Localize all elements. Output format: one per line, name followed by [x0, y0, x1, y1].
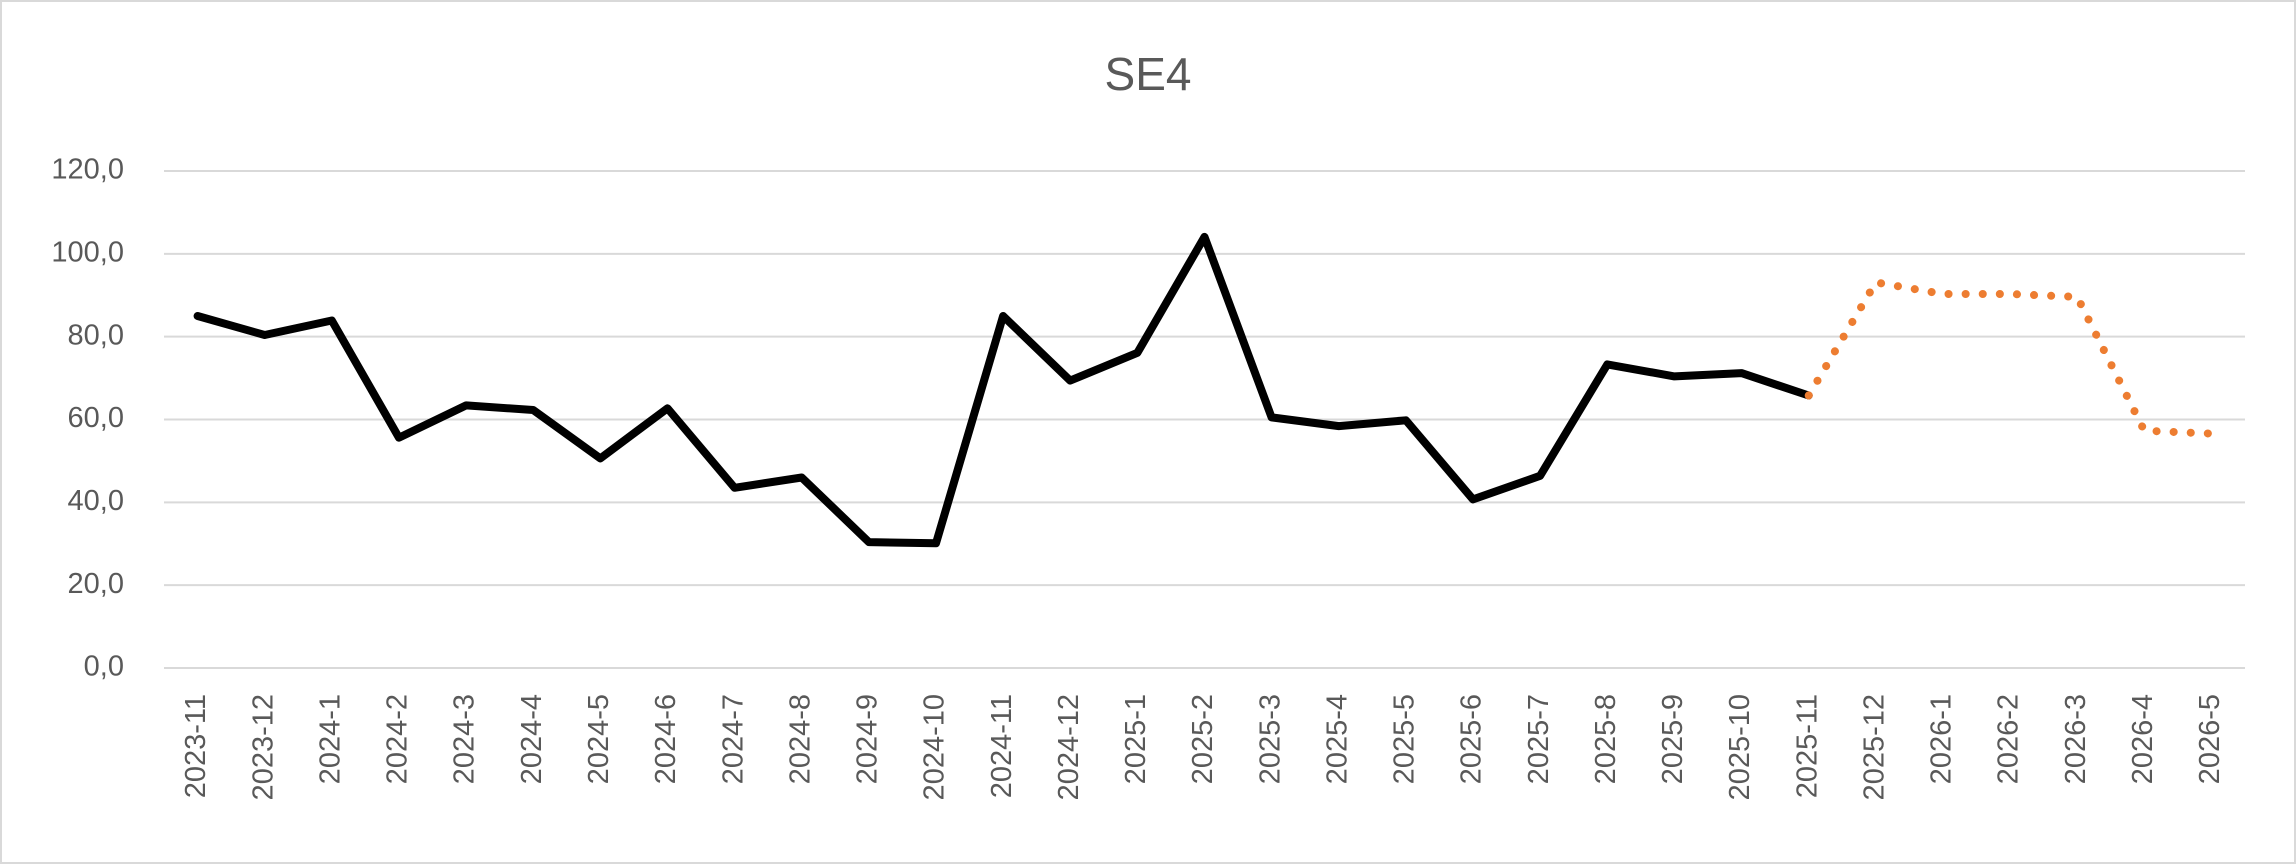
- x-tick-label: 2025-2: [1187, 694, 1219, 784]
- x-tick-label: 2024-10: [919, 694, 951, 800]
- x-tick-label: 2024-8: [784, 694, 816, 784]
- x-tick-label: 2025-10: [1724, 694, 1756, 800]
- x-tick-label: 2025-5: [1389, 694, 1421, 784]
- x-tick-label: 2024-4: [516, 694, 548, 784]
- chart-title: SE4: [1105, 48, 1192, 100]
- y-tick-label: 100,0: [51, 236, 124, 268]
- x-tick-label: 2023-12: [247, 694, 279, 800]
- x-tick-label: 2024-1: [314, 694, 346, 784]
- x-tick-label: 2025-4: [1321, 694, 1353, 784]
- y-tick-label: 20,0: [68, 568, 124, 600]
- x-tick-label: 2024-12: [1053, 694, 1085, 800]
- y-tick-label: 0,0: [84, 651, 124, 683]
- x-tick-label: 2025-12: [1858, 694, 1890, 800]
- x-tick-label: 2025-11: [1791, 694, 1823, 798]
- x-tick-label: 2025-8: [1590, 694, 1622, 784]
- x-tick-label: 2024-5: [583, 694, 615, 784]
- x-tick-label: 2025-1: [1120, 694, 1152, 784]
- y-tick-label: 120,0: [51, 154, 124, 186]
- x-tick-label: 2026-1: [1926, 694, 1958, 784]
- x-tick-label: 2023-11: [180, 694, 212, 798]
- x-tick-label: 2024-7: [717, 694, 749, 784]
- x-tick-label: 2024-6: [650, 694, 682, 784]
- x-tick-label: 2026-4: [2127, 694, 2159, 784]
- y-tick-label: 60,0: [68, 402, 124, 434]
- x-tick-label: 2026-3: [2060, 694, 2092, 784]
- x-tick-label: 2024-9: [852, 694, 884, 784]
- x-tick-label: 2024-11: [986, 694, 1018, 798]
- x-tick-label: 2025-7: [1523, 694, 1555, 784]
- x-tick-label: 2025-9: [1657, 694, 1689, 784]
- y-tick-label: 40,0: [68, 485, 124, 517]
- x-tick-label: 2024-2: [382, 694, 414, 784]
- series-line: [193, 232, 1813, 548]
- x-tick-label: 2024-3: [449, 694, 481, 784]
- x-tick-label: 2025-3: [1254, 694, 1286, 784]
- x-tick-label: 2026-2: [1993, 694, 2025, 784]
- x-tick-label: 2026-5: [2194, 694, 2226, 784]
- x-tick-label: 2025-6: [1456, 694, 1488, 784]
- y-tick-label: 80,0: [68, 319, 124, 351]
